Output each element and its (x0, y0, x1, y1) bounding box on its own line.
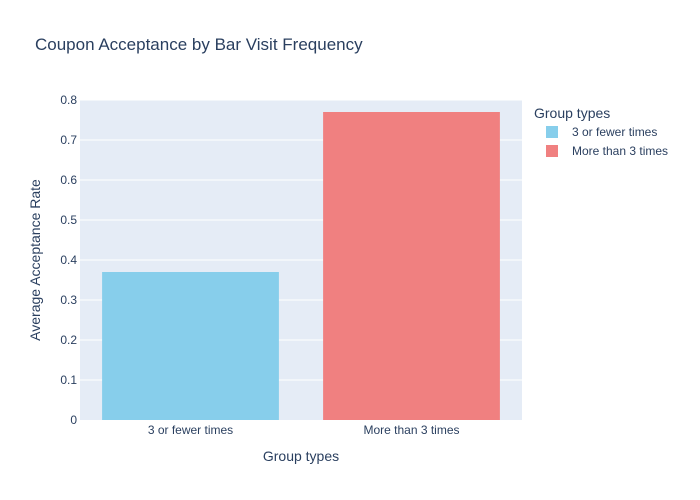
y-tick-label: 0 (70, 413, 77, 427)
y-tick-label: 0.2 (60, 333, 77, 347)
y-tick-label: 0.6 (60, 173, 77, 187)
bars (102, 112, 500, 420)
y-tick-label: 0.3 (60, 293, 77, 307)
legend-title: Group types (534, 105, 610, 121)
x-axis-label: Group types (263, 448, 339, 464)
y-tick-label: 0.5 (60, 213, 77, 227)
bar-2[interactable] (323, 112, 500, 420)
y-tick-label: 0.8 (60, 93, 77, 107)
y-tick-label: 0.1 (60, 373, 77, 387)
legend-label-2: More than 3 times (572, 144, 668, 158)
y-tick-label: 0.4 (60, 253, 77, 267)
legend-swatch-2[interactable] (546, 145, 558, 157)
y-axis-label: Average Acceptance Rate (27, 179, 43, 341)
x-axis-ticks: 3 or fewer times More than 3 times (148, 423, 460, 437)
bar-1[interactable] (102, 272, 279, 420)
legend: Group types 3 or fewer times More than 3 … (534, 105, 668, 158)
chart-title: Coupon Acceptance by Bar Visit Frequency (35, 35, 363, 54)
legend-swatch-1[interactable] (546, 126, 558, 138)
x-tick-label: 3 or fewer times (148, 423, 233, 437)
y-axis-ticks: 0 0.1 0.2 0.3 0.4 0.5 0.6 0.7 0.8 (60, 93, 77, 427)
legend-label-1: 3 or fewer times (572, 125, 657, 139)
x-tick-label: More than 3 times (363, 423, 459, 437)
y-tick-label: 0.7 (60, 133, 77, 147)
